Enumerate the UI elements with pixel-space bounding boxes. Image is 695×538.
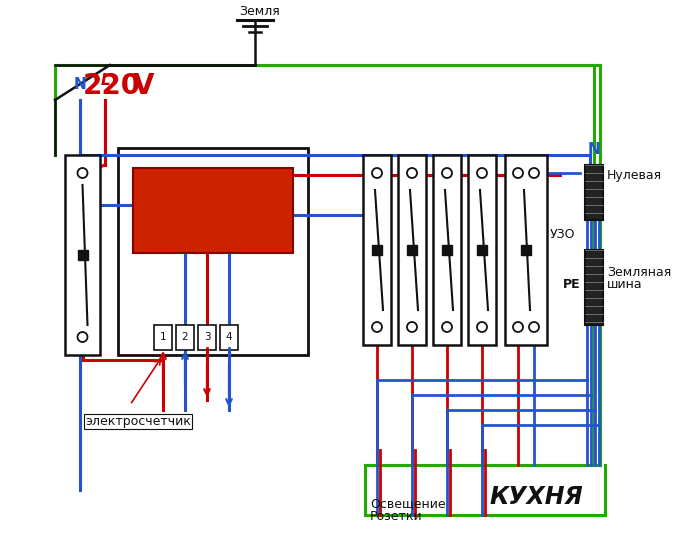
Bar (78, 250, 88, 260)
Bar (505, 155, 547, 345)
Circle shape (407, 322, 417, 332)
Bar (477, 245, 487, 255)
Circle shape (442, 168, 452, 178)
Text: 4: 4 (226, 332, 232, 342)
Bar (398, 155, 426, 345)
Circle shape (513, 168, 523, 178)
Text: шина: шина (607, 279, 643, 292)
Text: N: N (588, 142, 600, 157)
Bar (585, 250, 603, 325)
Text: 1: 1 (160, 332, 166, 342)
Text: Земляная: Земляная (607, 265, 671, 279)
Bar (133, 168, 293, 253)
Bar (468, 155, 496, 345)
Bar (521, 245, 531, 255)
Bar (176, 325, 194, 350)
Bar (585, 165, 603, 220)
Circle shape (78, 332, 88, 342)
Text: Земля: Земля (240, 5, 280, 18)
Bar (220, 325, 238, 350)
Bar (363, 155, 391, 345)
Text: N: N (74, 77, 86, 92)
Circle shape (513, 322, 523, 332)
Circle shape (372, 168, 382, 178)
Circle shape (407, 168, 417, 178)
Circle shape (372, 322, 382, 332)
Bar (65, 155, 100, 355)
Circle shape (529, 168, 539, 178)
Text: 2: 2 (181, 332, 188, 342)
Bar (407, 245, 417, 255)
Text: Освещение: Освещение (370, 497, 445, 510)
Text: L: L (101, 73, 111, 88)
Bar (198, 325, 216, 350)
Circle shape (477, 168, 487, 178)
Text: 220: 220 (83, 72, 141, 100)
Text: 3: 3 (204, 332, 211, 342)
Bar (118, 148, 308, 355)
Text: КУХНЯ: КУХНЯ (490, 485, 584, 509)
Text: электросчетчик: электросчетчик (85, 415, 191, 428)
Text: УЗО: УЗО (550, 229, 575, 242)
Circle shape (529, 322, 539, 332)
Circle shape (78, 168, 88, 178)
Bar (442, 245, 452, 255)
Text: PE: PE (564, 279, 581, 292)
Bar (154, 325, 172, 350)
Text: V: V (133, 72, 154, 100)
Text: Розетки: Розетки (370, 510, 423, 523)
Bar (433, 155, 461, 345)
Circle shape (477, 322, 487, 332)
Bar (372, 245, 382, 255)
Text: Нулевая: Нулевая (607, 168, 662, 181)
Circle shape (442, 322, 452, 332)
